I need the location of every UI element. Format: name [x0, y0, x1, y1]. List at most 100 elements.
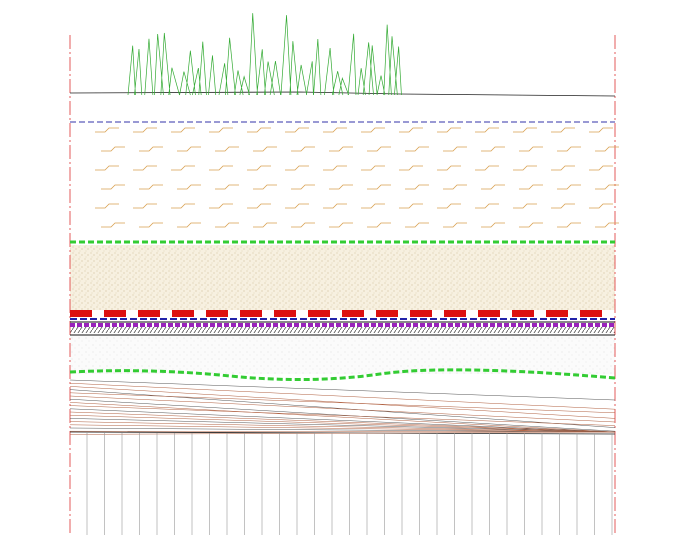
strata-line [69, 379, 616, 401]
strata-line [69, 418, 616, 433]
soil-symbol [215, 184, 239, 190]
paver [240, 310, 262, 317]
paver [172, 310, 194, 317]
soil-symbol [589, 165, 613, 171]
soil-symbol [291, 146, 315, 152]
soil-symbol [481, 146, 505, 152]
soil-symbol [323, 127, 347, 133]
soil-symbol [367, 146, 391, 152]
soil-symbol [443, 184, 467, 190]
soil-symbol [437, 165, 461, 171]
soil-symbol [177, 222, 201, 228]
soil-symbol [285, 127, 309, 133]
soil-symbol [361, 203, 385, 209]
strata-line [69, 414, 616, 433]
soil-symbol [253, 146, 277, 152]
paver [512, 310, 534, 317]
soil-symbol [475, 165, 499, 171]
soil-symbol [557, 184, 581, 190]
soil-symbol [551, 165, 575, 171]
soil-symbol [513, 203, 537, 209]
soil-symbol [139, 184, 163, 190]
hatch-layer [70, 327, 615, 333]
soil-symbol [595, 222, 619, 228]
soil-symbol [437, 127, 461, 133]
strata-line [69, 424, 616, 433]
soil-symbol [171, 203, 195, 209]
soil-symbol [481, 222, 505, 228]
soil-symbol [95, 127, 119, 133]
soil-symbol [399, 165, 423, 171]
soil-symbol [367, 184, 391, 190]
soil-symbol [247, 165, 271, 171]
strata-line [69, 398, 616, 432]
soil-symbol [209, 127, 233, 133]
soil-symbol [291, 184, 315, 190]
soil-symbol [519, 222, 543, 228]
strata-line [69, 408, 616, 433]
paver [274, 310, 296, 317]
paver [444, 310, 466, 317]
soil-symbol [139, 146, 163, 152]
soil-symbol [253, 222, 277, 228]
soil-symbol [519, 146, 543, 152]
soil-symbol [133, 127, 157, 133]
soil-symbol [405, 146, 429, 152]
soil-symbol [95, 203, 119, 209]
soil-symbol [589, 127, 613, 133]
soil-symbol [443, 222, 467, 228]
soil-symbol [557, 146, 581, 152]
paver [478, 310, 500, 317]
paver [376, 310, 398, 317]
strata-line [69, 411, 616, 433]
paver [70, 310, 92, 317]
soil-symbol [475, 127, 499, 133]
soil-symbol [215, 222, 239, 228]
paver [546, 310, 568, 317]
soil-symbol [399, 127, 423, 133]
soil-symbol [329, 184, 353, 190]
fine-layer [70, 336, 615, 374]
strata-line [69, 421, 616, 433]
soil-symbol [291, 222, 315, 228]
soil-symbol [329, 222, 353, 228]
paver [206, 310, 228, 317]
soil-symbol [589, 203, 613, 209]
soil-symbol [133, 165, 157, 171]
soil-symbol [247, 203, 271, 209]
grass [127, 13, 402, 96]
strata-line [69, 386, 616, 419]
soil-symbol [133, 203, 157, 209]
soil-symbol [171, 127, 195, 133]
soil-symbol [95, 165, 119, 171]
soil-symbol [101, 146, 125, 152]
soil-symbol [253, 184, 277, 190]
soil-symbol [139, 222, 163, 228]
paver [342, 310, 364, 317]
soil-symbol [481, 184, 505, 190]
soil-symbol [437, 203, 461, 209]
strata-line [69, 431, 616, 435]
ground-line [69, 91, 616, 97]
paver [580, 310, 602, 317]
strata-line [69, 392, 616, 414]
soil-symbol [101, 184, 125, 190]
soil-symbol [519, 184, 543, 190]
strata-line [69, 427, 616, 433]
paver [410, 310, 432, 317]
soil-symbol [361, 165, 385, 171]
soil-symbol [595, 146, 619, 152]
soil-symbol [177, 184, 201, 190]
soil-symbol [329, 146, 353, 152]
soil-symbol [513, 127, 537, 133]
soil-symbol [285, 165, 309, 171]
soil-symbol [209, 203, 233, 209]
soil-symbol [475, 203, 499, 209]
soil-symbol [443, 146, 467, 152]
soil-symbol [209, 165, 233, 171]
strata-line [69, 402, 616, 433]
geotextile-bottom [69, 368, 616, 382]
strata-line [69, 395, 616, 423]
soil-symbol [595, 184, 619, 190]
